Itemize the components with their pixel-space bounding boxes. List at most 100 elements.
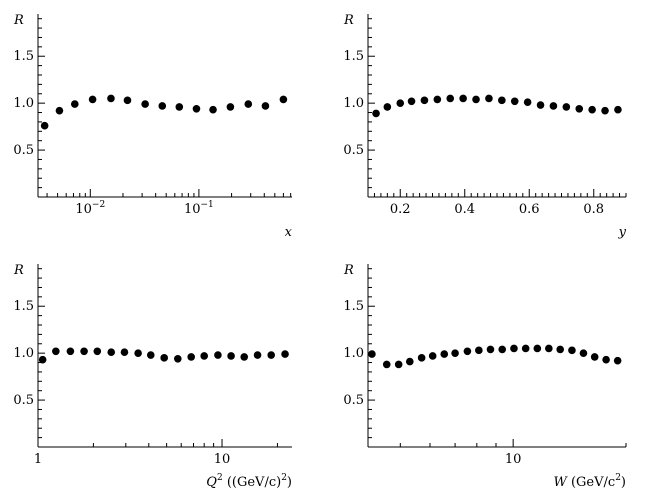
data-point (498, 345, 507, 354)
data-point (160, 354, 168, 362)
y-tick-label: 0.5 (343, 393, 364, 408)
data-point (261, 102, 270, 110)
data-point (240, 353, 249, 361)
x-tick-label: 0.4 (454, 202, 475, 217)
data-point (192, 104, 201, 113)
x-tick-label: 0.8 (583, 202, 604, 217)
data-point (141, 100, 149, 108)
data-point (214, 351, 222, 359)
data-point (590, 353, 599, 361)
data-point (38, 355, 47, 364)
x-tick-label: 0.2 (390, 202, 411, 217)
y-axis-label: R (13, 263, 24, 278)
data-point (187, 353, 196, 361)
data-point (253, 351, 262, 359)
x-axis-label: y (618, 225, 627, 240)
data-point (536, 101, 545, 109)
data-point (405, 357, 414, 366)
data-point (510, 344, 518, 353)
x-axis-label: x (285, 225, 293, 240)
data-point (88, 95, 97, 104)
data-point (80, 347, 88, 356)
data-point (614, 105, 622, 114)
data-point (451, 349, 459, 357)
data-point (510, 97, 519, 106)
y-tick-label: 1.5 (13, 49, 34, 64)
x-tick-label: 10 (505, 452, 522, 467)
data-point (123, 96, 132, 105)
x-axis-label: W (GeV/c2) (553, 473, 626, 490)
data-point (394, 360, 403, 369)
data-point (579, 349, 588, 357)
panel-3: R 0.5 1.0 1.5 1 10 Q2 ((GeV/c)2) (13, 263, 292, 490)
panel-4: R 0.5 1.0 1.5 10 W (GeV/c2) (343, 263, 627, 490)
data-point (52, 347, 60, 356)
data-point (70, 100, 79, 108)
y-axis-label: R (343, 263, 354, 278)
y-tick-label: 0.5 (13, 143, 34, 158)
data-point (134, 349, 142, 357)
data-point (382, 360, 391, 369)
x-tick-label: 1 (34, 452, 42, 467)
data-point (120, 348, 129, 357)
data-point (545, 344, 553, 353)
panel-2: R 0.5 1.0 1.5 0.2 0.4 0.6 0.8 y (343, 13, 627, 240)
data-point (433, 95, 442, 104)
data-point (279, 95, 288, 104)
y-tick-label: 1.0 (13, 346, 34, 361)
y-tick-label: 1.5 (343, 49, 364, 64)
data-point (472, 95, 480, 104)
data-point (175, 103, 184, 111)
data-point (55, 106, 64, 115)
data-point (485, 94, 493, 103)
x-axis-label: Q2 ((GeV/c)2) (206, 473, 292, 490)
data-point (568, 346, 576, 355)
data-point (498, 96, 506, 105)
data-point (396, 99, 405, 107)
data-point (417, 354, 426, 362)
data-point (521, 344, 530, 353)
data-point (523, 98, 532, 107)
y-tick-label: 1.0 (343, 346, 364, 361)
x-tick-label: 10 (214, 452, 231, 467)
y-axis-label: R (13, 13, 24, 28)
data-point (226, 103, 235, 111)
data-point (368, 350, 376, 358)
data-point (107, 94, 115, 103)
data-point (407, 97, 416, 106)
data-point (174, 354, 182, 363)
panel-1: R 0.5 1.0 1.5 10−2 10−1 x (13, 13, 293, 240)
data-point (575, 104, 584, 113)
data-point (549, 102, 558, 110)
data-point (588, 105, 596, 114)
data-point (601, 106, 609, 115)
data-point (146, 351, 155, 359)
y-tick-label: 1.5 (13, 299, 34, 314)
data-point (420, 96, 429, 105)
data-point (475, 346, 483, 355)
y-tick-label: 1.5 (343, 299, 364, 314)
data-point (267, 351, 275, 359)
y-tick-label: 0.5 (13, 393, 34, 408)
x-tick-label: 10−2 (75, 200, 105, 217)
y-axis-label: R (343, 13, 354, 28)
data-point (613, 356, 622, 365)
data-point (533, 344, 542, 353)
data-point (158, 102, 167, 110)
data-point (40, 121, 49, 130)
data-point (281, 350, 289, 358)
data-point (556, 345, 564, 354)
data-point (440, 350, 449, 358)
data-point (93, 347, 102, 356)
y-tick-label: 0.5 (343, 143, 364, 158)
data-point (244, 100, 253, 108)
data-point (372, 109, 380, 118)
data-point (383, 103, 392, 111)
data-point (486, 345, 495, 354)
data-point (602, 355, 610, 364)
data-point (446, 94, 455, 103)
y-tick-label: 1.0 (13, 96, 34, 111)
data-point (209, 105, 217, 114)
data-point (107, 348, 116, 357)
